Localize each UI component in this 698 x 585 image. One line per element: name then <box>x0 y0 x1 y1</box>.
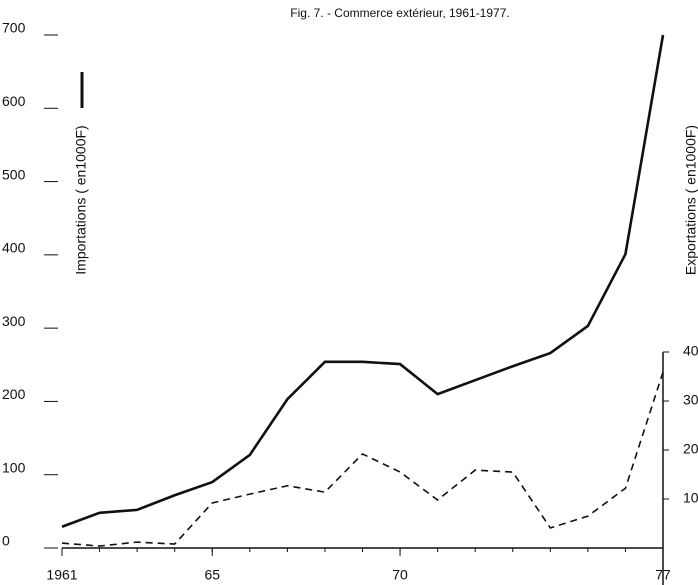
series-line <box>61 371 664 547</box>
series-line <box>61 34 665 528</box>
x-tick-label: 1961 <box>46 567 77 583</box>
y-axis-label: Importations ( en1000F) <box>73 125 89 274</box>
y-tick-label: 200 <box>2 386 26 402</box>
y2-axis-label: Exportations ( en1000F) <box>683 125 698 275</box>
y-tick-label: 700 <box>2 20 26 36</box>
chart-title: Fig. 7. - Commerce extérieur, 1961-1977. <box>290 6 509 20</box>
y-tick-label: 400 <box>2 240 26 256</box>
y2-tick-label: 10 <box>683 490 698 506</box>
y-tick-label: 300 <box>2 313 26 329</box>
y2-tick-label: 40 <box>683 343 698 359</box>
x-tick-label: 70 <box>392 567 408 583</box>
y2-tick-label: 30 <box>683 392 698 408</box>
x-tick-label: 77 <box>655 567 671 583</box>
y-tick-label: 0 <box>2 533 10 549</box>
y2-tick-label: 20 <box>683 441 698 457</box>
y-tick-label: 600 <box>2 93 26 109</box>
y-tick-label: 100 <box>2 459 26 475</box>
y-tick-label: 500 <box>2 166 26 182</box>
x-tick-label: 65 <box>204 567 220 583</box>
